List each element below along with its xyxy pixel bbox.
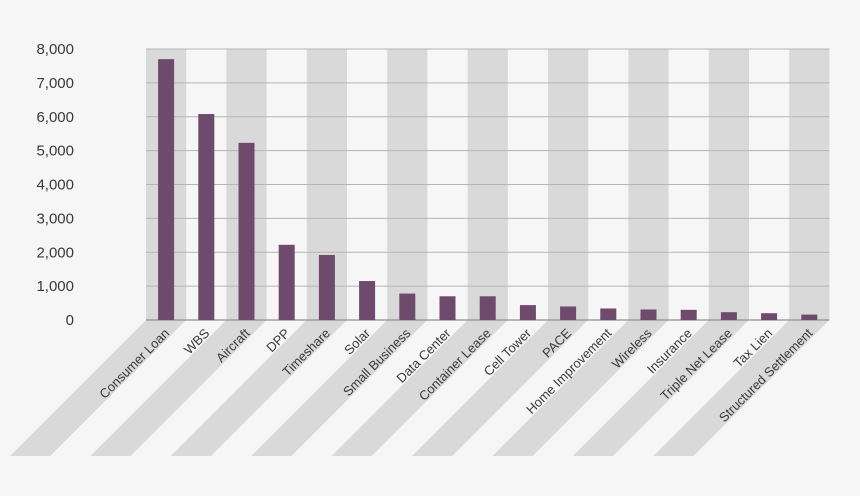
bar (359, 281, 376, 320)
bar (801, 314, 818, 320)
column-band (653, 49, 830, 456)
background-bands (10, 49, 830, 456)
column-band (251, 49, 428, 456)
bar (560, 306, 577, 320)
bar (640, 309, 657, 320)
bar (278, 244, 295, 320)
column-band (412, 49, 589, 456)
bar (479, 296, 496, 320)
bar (238, 142, 255, 320)
y-tick-label: 3,000 (36, 210, 74, 227)
column-band (170, 49, 347, 456)
y-tick-label: 6,000 (36, 109, 74, 126)
column-band (90, 49, 267, 456)
bar (198, 114, 215, 320)
bar (399, 293, 416, 320)
bar (680, 309, 697, 320)
bar (600, 308, 617, 320)
y-tick-label: 8,000 (36, 41, 74, 58)
bar (720, 312, 737, 320)
column-band (492, 49, 669, 456)
y-axis-tick-labels: 0 1,000 2,000 3,000 4,000 5,000 6,000 7,000 8,00… (36, 41, 74, 329)
bar (519, 305, 536, 320)
column-band (572, 49, 749, 456)
bar (318, 254, 335, 320)
bar (761, 313, 778, 320)
y-tick-label: 4,000 (36, 177, 74, 194)
gridlines (146, 48, 830, 321)
column-band (331, 49, 508, 456)
bars (158, 59, 818, 320)
column-band (10, 49, 187, 456)
bar (158, 59, 175, 320)
y-tick-label: 1,000 (36, 278, 74, 295)
bar (439, 296, 456, 320)
y-tick-label: 7,000 (36, 75, 74, 92)
y-tick-label: 5,000 (36, 143, 74, 160)
y-tick-label: 2,000 (36, 244, 74, 261)
y-tick-label: 0 (66, 312, 74, 329)
